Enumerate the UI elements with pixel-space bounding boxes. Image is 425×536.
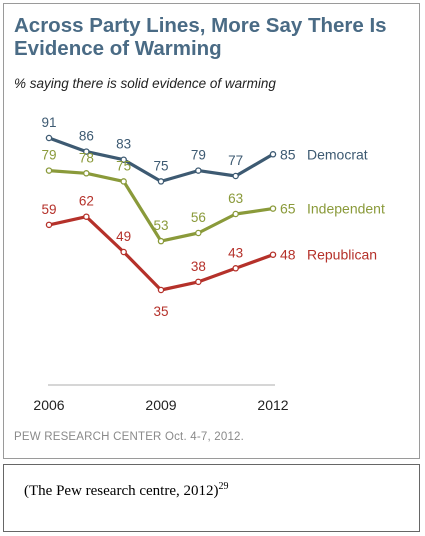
democrat-point — [195, 167, 202, 174]
independent-point — [83, 170, 90, 177]
caption-footnote: 29 — [218, 481, 229, 492]
democrat-point — [157, 178, 165, 185]
data-label: 83 — [116, 137, 131, 152]
data-label: 78 — [79, 150, 94, 165]
caption-box: (The Pew research centre, 2012)29 — [3, 464, 420, 532]
data-label: 79 — [191, 148, 206, 163]
democrat-point — [269, 151, 277, 158]
independent-point — [232, 210, 239, 218]
independent-series-label: Independent — [307, 201, 385, 217]
data-label: 59 — [41, 202, 56, 217]
independent-point — [45, 167, 53, 174]
republican-point — [45, 221, 53, 229]
republican-point — [157, 286, 165, 294]
line-chart: 2006 2009 2012 91 86 83 75 79 77 85 Democrat 79 78 75… — [33, 115, 385, 413]
independent-end-value: 65 — [280, 201, 296, 217]
data-label: 75 — [116, 158, 131, 173]
independent-point — [120, 178, 127, 185]
republican-end-value: 48 — [280, 247, 296, 263]
republican-series-label: Republican — [307, 247, 377, 263]
data-label: 62 — [79, 194, 94, 209]
democrat-series-label: Democrat — [307, 146, 368, 162]
data-label: 53 — [153, 218, 168, 233]
chart-frame — [3, 3, 420, 459]
data-label: 75 — [153, 158, 168, 173]
data-label: 43 — [228, 245, 243, 260]
data-label: 49 — [116, 229, 131, 244]
republican-point — [195, 278, 202, 286]
source-note: PEW RESEARCH CENTER Oct. 4-7, 2012. — [14, 431, 245, 443]
democrat-series: 91 86 83 75 79 77 85 Democrat — [41, 115, 368, 185]
chart-title: Across Party Lines, More Say There Is Ev… — [14, 14, 387, 60]
data-label: 56 — [191, 210, 206, 225]
data-label: 63 — [228, 191, 243, 206]
independent-point — [157, 237, 165, 245]
caption-text: (The Pew research centre, 2012) — [24, 483, 219, 499]
republican-series: 59 62 49 35 38 43 48 Republican — [41, 194, 377, 319]
x-tick-label-2009: 2009 — [145, 397, 176, 413]
republican-point — [83, 213, 90, 220]
republican-point — [232, 265, 239, 272]
independent-point — [269, 205, 277, 212]
democrat-end-value: 85 — [280, 146, 296, 162]
democrat-point — [120, 156, 127, 163]
data-label: 79 — [41, 148, 56, 163]
democrat-point — [45, 134, 53, 142]
data-label: 38 — [191, 259, 206, 274]
data-label: 91 — [41, 115, 56, 130]
data-label: 77 — [228, 153, 243, 168]
plot-area: 2006 2009 2012 91 86 83 75 79 77 85 Democrat 79 78 75… — [33, 115, 385, 413]
data-label: 86 — [79, 129, 94, 144]
figure-caption: (The Pew research centre, 2012)29 — [24, 481, 229, 500]
democrat-point — [232, 172, 239, 180]
chart-subtitle: % saying there is solid evidence of warm… — [14, 76, 276, 91]
republican-point — [269, 251, 277, 258]
x-tick-label-2006: 2006 — [33, 397, 64, 413]
democrat-point — [83, 148, 90, 155]
independent-series: 79 78 75 53 56 63 65 Independent — [41, 148, 385, 245]
data-label: 35 — [153, 304, 168, 319]
republican-point — [120, 248, 127, 256]
independent-point — [195, 229, 202, 237]
x-tick-label-2012: 2012 — [257, 397, 288, 413]
